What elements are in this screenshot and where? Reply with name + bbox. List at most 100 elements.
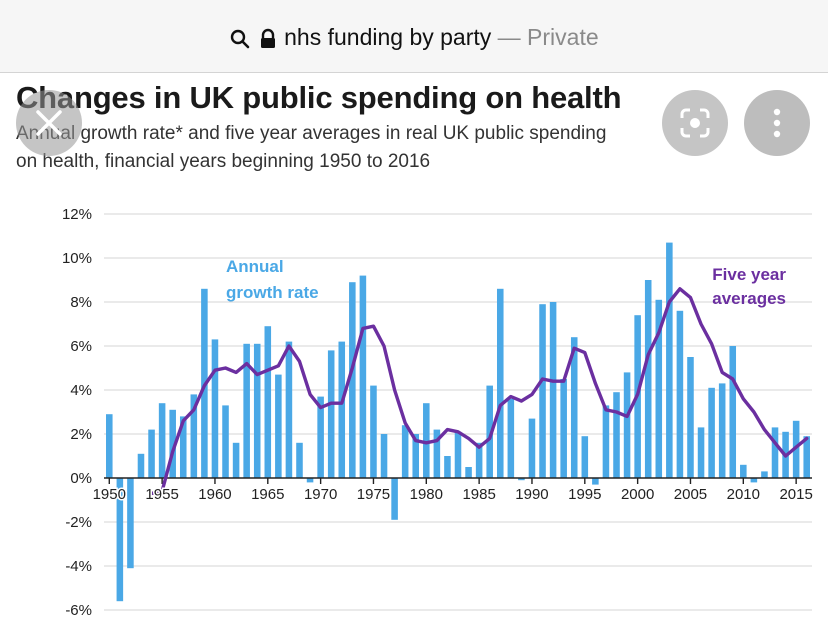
annotation-fiveyear-line2: averages: [712, 289, 786, 308]
chart-subtitle-line2: on health, financial years beginning 195…: [16, 151, 431, 172]
bar: [158, 403, 166, 478]
lock-icon: [260, 28, 275, 48]
bar: [729, 346, 737, 478]
browser-address-bar[interactable]: nhs funding by party — Private: [0, 0, 828, 73]
bar: [106, 414, 113, 478]
y-tick-label: 2%: [70, 426, 92, 443]
x-tick-label: 1960: [198, 486, 231, 503]
bar: [792, 420, 800, 478]
line-series-five-year: [149, 287, 809, 496]
more-options-button[interactable]: [744, 90, 810, 156]
y-tick-label: 0%: [70, 470, 92, 487]
more-icon: [773, 108, 781, 138]
bar: [613, 392, 620, 478]
bar: [718, 383, 726, 478]
url-separator: —: [491, 24, 528, 50]
bar: [296, 442, 303, 478]
y-tick-label: 12%: [62, 206, 92, 223]
bar: [317, 396, 324, 478]
five-year-line: [149, 287, 809, 496]
bar: [243, 343, 250, 478]
bar: [211, 339, 219, 478]
y-tick-label: 6%: [70, 338, 92, 355]
bar: [528, 418, 536, 478]
chart-area: 12%10%8%6%4%2%0%-2%-4%-6% 1950 1955 1960 19…: [62, 206, 814, 619]
bar: [539, 304, 546, 478]
y-tick-label: 8%: [70, 294, 92, 311]
x-tick-labels: 1950 1955 1960 1965 1970 1975 1980 1985 1990 1995…: [91, 485, 814, 505]
chart-title: Changes in UK public spending on health: [16, 80, 622, 115]
private-label: Private: [527, 24, 599, 50]
bar: [496, 288, 504, 478]
bar: [401, 425, 409, 478]
x-tick-label: 2000: [621, 486, 654, 503]
bar: [412, 434, 420, 478]
bar-series-annual: [106, 242, 810, 602]
bar: [423, 403, 430, 478]
y-tick-label: 10%: [62, 250, 92, 267]
bar: [306, 478, 314, 483]
x-tick-label: 1975: [357, 486, 390, 503]
bar: [697, 427, 705, 478]
bar: [179, 416, 187, 478]
bar: [444, 456, 451, 478]
series-annotations: Annual growth rate Five year averages: [226, 257, 786, 308]
bar: [127, 478, 134, 569]
chart-subtitle: Annual growth rate* and five year averag…: [16, 120, 726, 176]
bar: [253, 343, 261, 478]
bar: [486, 385, 493, 478]
bar: [750, 478, 758, 483]
url-display[interactable]: nhs funding by party — Private: [0, 24, 828, 51]
y-tick-label: -6%: [65, 602, 92, 619]
bar: [391, 478, 398, 520]
bar: [370, 385, 377, 478]
bar: [507, 398, 515, 478]
bar: [740, 464, 747, 478]
bar: [708, 387, 715, 478]
x-tick-label: 1985: [462, 486, 495, 503]
bar: [359, 275, 367, 478]
bar: [518, 478, 525, 481]
search-icon: [231, 29, 250, 49]
x-tick-label: 2010: [727, 486, 760, 503]
bar: [338, 341, 346, 478]
bar: [465, 467, 472, 478]
bar: [623, 372, 631, 478]
close-button[interactable]: [16, 90, 82, 156]
bar: [687, 357, 694, 478]
bar: [148, 429, 155, 478]
bar: [222, 405, 229, 478]
lens-icon: [680, 108, 710, 138]
x-tick-label: 1990: [515, 486, 548, 503]
bar: [190, 394, 198, 478]
bar: [116, 478, 124, 602]
bar: [655, 299, 663, 478]
bar: [349, 282, 356, 478]
y-tick-label: 4%: [70, 382, 92, 399]
bar: [676, 310, 684, 478]
bar: [560, 379, 567, 478]
bar: [137, 453, 145, 478]
bar: [275, 374, 282, 478]
bar: [232, 442, 240, 478]
bar: [803, 436, 810, 478]
bar: [592, 478, 599, 485]
bar: [644, 280, 652, 478]
bar: [433, 429, 441, 478]
lens-button[interactable]: [662, 90, 728, 156]
chart-subtitle-line1: Annual growth rate* and five year averag…: [16, 123, 607, 144]
x-tick-label: 1955: [145, 486, 178, 503]
annotation-annual-line1: Annual: [226, 257, 284, 276]
bar: [169, 409, 176, 478]
y-tick-label: -4%: [65, 558, 92, 575]
x-tick-label: 2015: [779, 486, 812, 503]
chart-gridlines: [104, 213, 812, 611]
bar: [285, 341, 293, 478]
x-tick-label: 1980: [410, 486, 443, 503]
bar: [475, 442, 483, 478]
bar: [454, 431, 462, 478]
bar: [666, 242, 673, 478]
bar: [602, 405, 610, 478]
bar: [380, 434, 388, 478]
bar: [771, 427, 779, 478]
